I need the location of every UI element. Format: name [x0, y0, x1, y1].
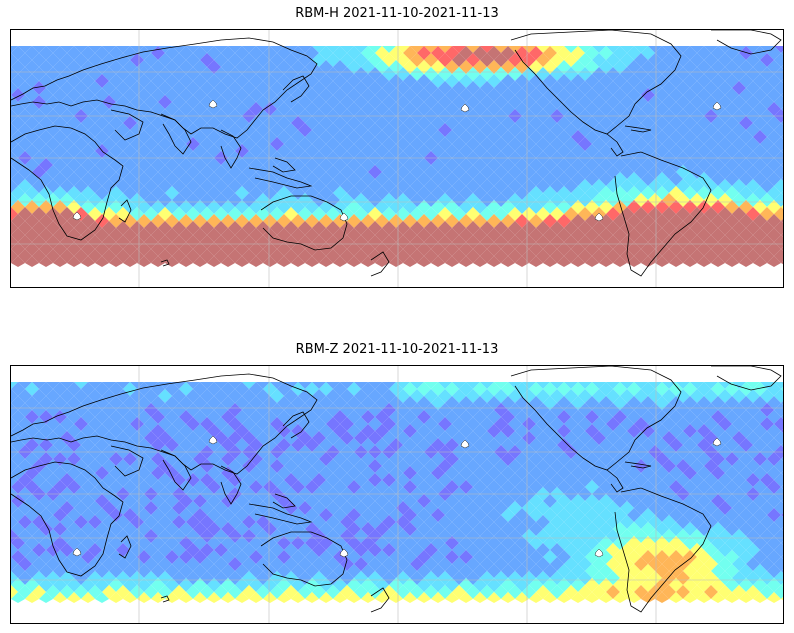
map-frame — [10, 365, 784, 624]
station-marker — [339, 212, 349, 222]
station-marker — [594, 548, 604, 558]
station-marker — [72, 211, 82, 221]
station-marker — [460, 439, 470, 449]
station-marker — [72, 547, 82, 557]
map-title: RBM-Z 2021-11-10-2021-11-13 — [295, 342, 499, 357]
data-field — [11, 382, 783, 603]
coastlines — [11, 366, 782, 613]
data-field — [11, 46, 783, 267]
map-title: RBM-H 2021-11-10-2021-11-13 — [295, 6, 499, 21]
coastlines — [11, 30, 782, 277]
station-marker — [712, 437, 722, 447]
station-markers — [72, 435, 722, 558]
station-marker — [339, 548, 349, 558]
world-map-rbm-h — [11, 30, 783, 287]
graticule — [11, 366, 783, 623]
map-frame — [10, 29, 784, 288]
world-map-rbm-z — [11, 366, 783, 623]
station-marker — [594, 212, 604, 222]
graticule — [11, 30, 783, 287]
station-marker — [460, 103, 470, 113]
station-marker — [208, 99, 218, 109]
station-marker — [712, 101, 722, 111]
station-marker — [208, 435, 218, 445]
station-markers — [72, 99, 722, 222]
